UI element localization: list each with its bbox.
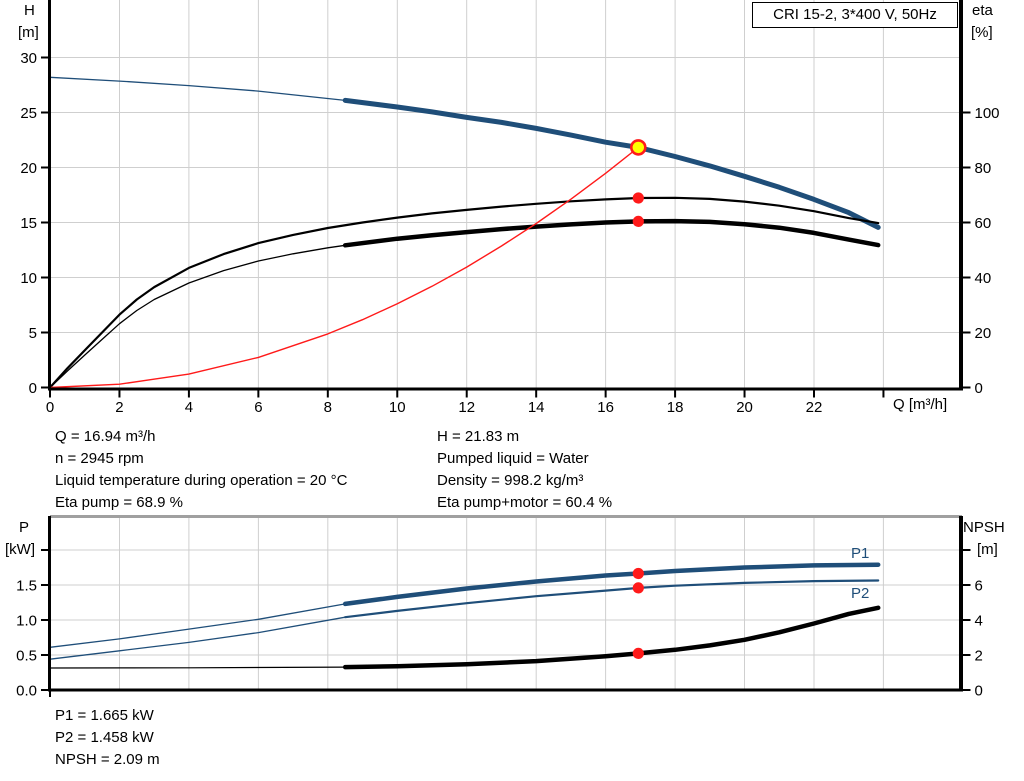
left-tick-label: 30 xyxy=(20,50,37,67)
gridlines xyxy=(50,0,961,388)
right-tick-label: 100 xyxy=(975,105,1000,122)
eta-axis-unit: [%] xyxy=(971,24,993,41)
p1-curve-label: P1 xyxy=(851,545,870,562)
p2-curve-extension xyxy=(49,616,346,660)
left-tick-label: 15 xyxy=(20,215,37,232)
right-tick-label: 6 xyxy=(975,578,983,595)
result-density: Density = 998.2 kg/m³ xyxy=(437,472,584,489)
q-axis-label: Q [m³/h] xyxy=(893,396,948,413)
npsh-axis-title: NPSH xyxy=(963,519,1005,536)
left-tick-label: 0 xyxy=(29,380,37,397)
p-axis-title: P xyxy=(19,519,30,536)
left-tick-label: 0.0 xyxy=(16,683,37,700)
p-axis-unit: [kW] xyxy=(5,541,35,558)
right-tick-label: 0 xyxy=(975,683,983,700)
result-liquid: Pumped liquid = Water xyxy=(437,450,589,467)
x-tick-label: 8 xyxy=(324,399,332,416)
left-tick-label: 1.5 xyxy=(16,578,37,595)
npsh-curve-extension xyxy=(49,666,346,669)
eta-pump-curve xyxy=(48,196,880,389)
x-tick-label: 16 xyxy=(597,399,614,416)
results-left-column: Q = 16.94 m³/h n = 2945 rpm Liquid tempe… xyxy=(55,426,347,514)
axes xyxy=(48,0,963,391)
npsh-axis-unit: [m] xyxy=(977,541,998,558)
right-tick-label: 40 xyxy=(975,270,992,287)
pump-title-box: CRI 15-2, 3*400 V, 50Hz xyxy=(752,2,958,28)
left-tick-label: 5 xyxy=(29,325,37,342)
curves xyxy=(48,76,881,389)
x-tick-label: 22 xyxy=(806,399,823,416)
ticks-and-labels: 1.5 1.0 0.5 0.0 6 4 2 0 xyxy=(16,549,983,700)
npsh-point xyxy=(632,647,644,660)
p1-point xyxy=(632,567,644,580)
right-tick-label: 2 xyxy=(975,648,983,665)
x-tick-label: 2 xyxy=(115,399,123,416)
left-tick-label: 0.5 xyxy=(16,648,37,665)
x-tick-label: 4 xyxy=(185,399,193,416)
p2-curve xyxy=(344,579,880,619)
x-tick-label: 14 xyxy=(528,399,545,416)
eta-pump-motor-curve xyxy=(342,218,881,248)
left-tick-label: 20 xyxy=(20,160,37,177)
operating-point-markers xyxy=(632,567,644,660)
x-tick-label: 0 xyxy=(46,399,54,416)
eta-axis-title: eta xyxy=(972,2,993,19)
left-tick-label: 25 xyxy=(20,105,37,122)
p1-curve xyxy=(342,562,881,607)
results-right-column: H = 21.83 m Pumped liquid = Water Densit… xyxy=(437,426,612,514)
right-tick-label: 4 xyxy=(975,613,983,630)
x-tick-label: 18 xyxy=(667,399,684,416)
p2-point xyxy=(632,582,644,594)
h-axis-title: H xyxy=(24,2,35,19)
eta-pump-point xyxy=(632,192,644,204)
left-tick-label: 1.0 xyxy=(16,613,37,630)
power-results-column: P1 = 1.665 kW P2 = 1.458 kW NPSH = 2.09 … xyxy=(55,705,160,771)
p1-curve-extension xyxy=(49,603,346,648)
h-axis-unit: [m] xyxy=(18,24,39,41)
pump-curve xyxy=(342,97,881,230)
result-p2: P2 = 1.458 kW xyxy=(55,729,154,746)
duty-point[interactable] xyxy=(629,139,647,156)
result-n: n = 2945 rpm xyxy=(55,450,144,467)
result-p1: P1 = 1.665 kW xyxy=(55,707,154,724)
pump-curve-extension xyxy=(49,76,346,102)
operating-point-markers xyxy=(629,139,647,227)
curves xyxy=(49,562,881,670)
x-tick-label: 20 xyxy=(736,399,753,416)
system-curve xyxy=(49,146,639,389)
right-tick-label: 60 xyxy=(975,215,992,232)
right-tick-label: 0 xyxy=(975,380,983,397)
result-q: Q = 16.94 m³/h xyxy=(55,428,156,445)
result-eta-pump-motor: Eta pump+motor = 60.4 % xyxy=(437,494,613,511)
result-eta-pump: Eta pump = 68.9 % xyxy=(55,494,183,511)
eta-pump-motor-point xyxy=(632,215,644,227)
power-npsh-chart: 1.5 1.0 0.5 0.0 6 4 2 0 xyxy=(16,515,983,700)
npsh-curve xyxy=(342,605,881,670)
right-tick-label: 20 xyxy=(975,325,992,342)
p2-curve-label: P2 xyxy=(851,585,870,602)
left-tick-label: 10 xyxy=(20,270,37,287)
eta-pump-motor-extension xyxy=(49,244,346,389)
x-tick-label: 10 xyxy=(389,399,406,416)
x-tick-label: 12 xyxy=(458,399,475,416)
result-h: H = 21.83 m xyxy=(437,428,520,445)
result-temp: Liquid temperature during operation = 20… xyxy=(55,472,348,489)
right-tick-label: 80 xyxy=(975,160,992,177)
gridlines xyxy=(50,518,961,689)
result-npsh: NPSH = 2.09 m xyxy=(55,751,160,768)
x-tick-label: 6 xyxy=(254,399,262,416)
axes xyxy=(48,516,963,692)
